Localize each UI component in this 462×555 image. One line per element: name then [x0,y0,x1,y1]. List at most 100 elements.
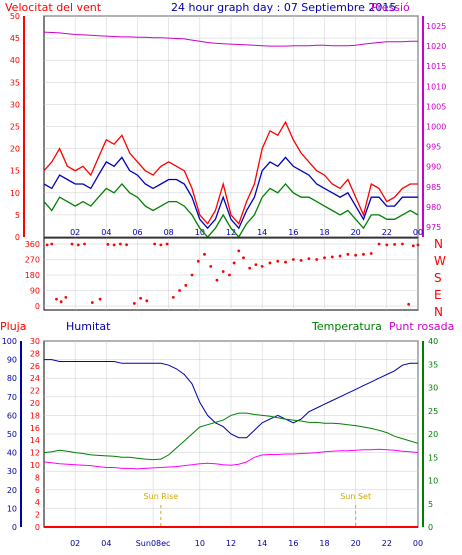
rain-tick-label: 4 [35,498,40,507]
direction-point [209,264,213,268]
hour-tick-label: 12 [226,539,236,548]
direction-point [55,297,58,301]
humidity-tick-label: 60 [7,411,17,420]
wind-tick-label: 30 [10,100,20,109]
temperature-tick-label: 5 [428,500,433,509]
direction-point [190,273,194,277]
direction-point [132,302,136,305]
hour-tick-label: 02 [70,539,80,548]
wind-average-line [43,156,418,230]
direction-point [291,258,295,261]
rain-tick-label: 20 [30,399,40,408]
hour-tick-label: Sun08ec [136,539,171,548]
direction-point [125,243,128,247]
wind-tick-label: 15 [10,167,20,176]
pressure-tick-label: 1010 [426,82,446,91]
wind-tick-label: 5 [15,211,20,220]
pressure-tick-label: 1000 [426,123,446,132]
direction-point [215,278,219,282]
temperature-line [43,412,419,461]
pressure-line [43,31,418,47]
direction-point [254,263,258,267]
humidity-tick-label: 0 [12,523,17,532]
humidity-label: Humitat [66,320,111,333]
rain-tick-label: 22 [30,387,40,396]
wind-tick-label: 35 [10,78,20,87]
hour-tick-label: 14 [257,228,267,237]
wind-tick-label: 0 [15,233,20,242]
hour-tick-label: 04 [101,228,111,237]
direction-point [268,261,272,265]
direction-point [196,259,200,263]
direction-point [112,243,116,247]
direction-point [346,252,350,256]
direction-point [83,242,86,246]
direction-point [377,242,381,246]
rain-tick-label: 28 [30,349,40,358]
direction-point [90,301,94,304]
hour-tick-label: 22 [382,228,392,237]
hour-tick-label: 20 [351,539,361,548]
dewpoint-label: Punt rosada [389,320,454,333]
direction-point [118,242,122,246]
hour-tick-label: 06 [132,228,142,237]
hour-tick-label: 08 [164,228,174,237]
rain-tick-label: 0 [35,523,40,532]
pressure-label: Pressió [371,1,410,14]
direction-point [369,252,373,255]
rain-tick-label: 18 [30,411,40,420]
direction-point [165,242,169,246]
pressure-tick-label: 990 [426,163,441,172]
humidity-tick-label: 80 [7,374,17,383]
direction-point [354,253,358,257]
wind-speed-label: Velocitat del vent [5,1,102,14]
wind-tick-label: 40 [10,56,20,65]
direction-point [76,243,80,247]
direction-point [139,296,143,300]
humidity-tick-label: 90 [7,356,17,365]
humidity-tick-label: 30 [7,467,17,476]
direction-tick-label: 270 [25,256,40,265]
direction-point [401,242,404,246]
temperature-tick-label: 30 [428,384,438,393]
chart-title: 24 hour graph day : 07 Septiembre 2015 [171,1,396,14]
direction-point [203,252,206,256]
humidity-tick-label: 50 [7,430,17,439]
pressure-tick-label: 1015 [426,62,446,71]
rain-tick-label: 12 [30,449,40,458]
direction-point [70,242,74,246]
hour-tick-label: 00 [413,228,423,237]
wind-tick-label: 25 [10,123,20,132]
direction-point [385,243,389,247]
rain-tick-label: 30 [30,337,40,346]
direction-point [98,297,102,301]
rain-tick-label: 26 [30,362,40,371]
wind-tick-label: 45 [10,34,20,43]
pressure-tick-label: 1005 [426,102,446,111]
direction-point [178,289,181,292]
direction-point [284,260,287,264]
rain-tick-label: 8 [35,473,40,482]
sun-annotation: Sun Set [340,492,371,501]
rain-tick-label: 24 [30,374,40,383]
compass-label: N [434,237,443,251]
direction-point [153,242,157,246]
direction-point [106,242,110,246]
wind-tick-label: 50 [10,12,20,21]
hour-tick-label: 10 [195,539,205,548]
temperature-tick-label: 25 [428,407,438,416]
direction-point [232,261,236,265]
wind-tick-label: 20 [10,145,20,154]
direction-point [416,243,420,247]
direction-point [242,256,245,260]
direction-point [260,264,264,268]
compass-label: W [434,254,446,268]
direction-point [323,256,326,260]
dewpoint-line [43,448,419,470]
direction-point [159,243,163,247]
compass-label: N [434,305,443,319]
direction-point [276,259,280,263]
temperature-tick-label: 35 [428,360,438,369]
humidity-tick-label: 100 [2,337,17,346]
